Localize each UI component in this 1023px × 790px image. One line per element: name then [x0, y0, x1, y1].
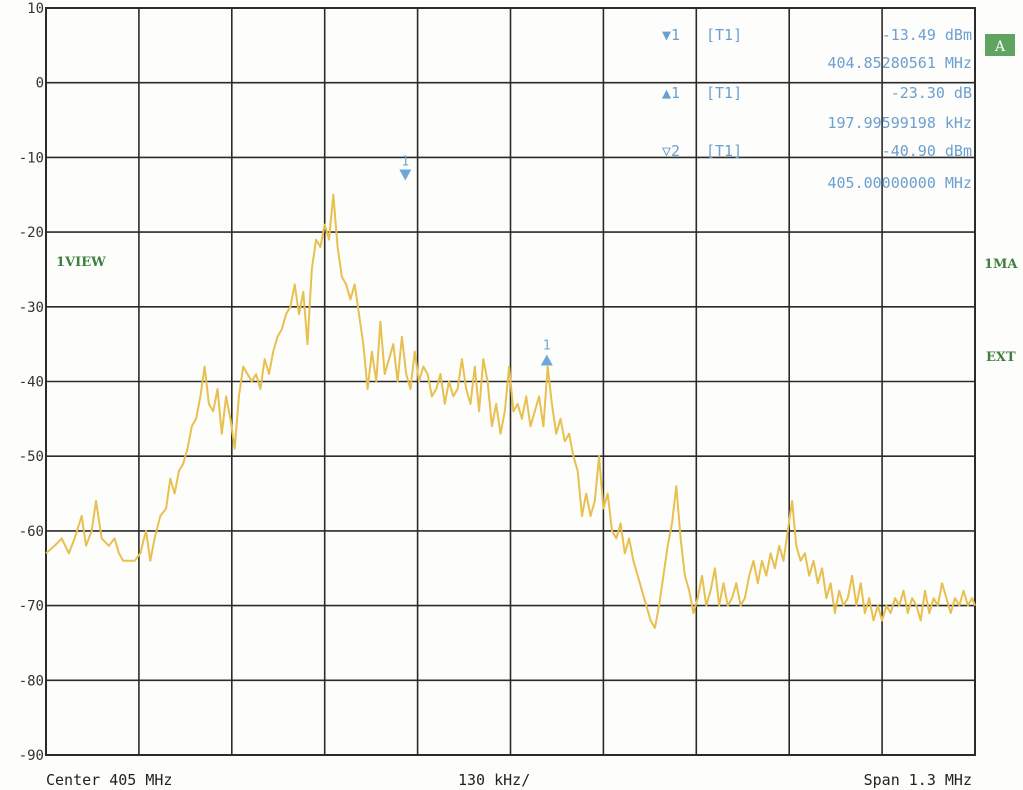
marker-table-ref-2: [T1] [706, 84, 742, 102]
y-tick-label: 0 [36, 76, 44, 92]
y-tick-label: -40 [19, 375, 44, 391]
footer-span: Span 1.3 MHz [864, 771, 972, 789]
marker-table-ref-3: [T1] [706, 142, 742, 160]
y-tick-labels: 10 0 -10 -20 -30 -40 -50 -60 -70 -80 -90 [19, 1, 44, 764]
marker-table-symbol-1: ▼1 [662, 26, 680, 44]
y-tick-label: -60 [19, 524, 44, 540]
marker-readout-table: ▼1 [T1] -13.49 dBm 404.85280561 MHz ▲1 [… [662, 26, 972, 192]
footer-center-frequency: Center 405 MHz [46, 771, 172, 789]
side-label-1ma: 1MA [984, 257, 1018, 272]
marker-1-triangle-down [399, 169, 412, 181]
y-tick-label: -10 [19, 150, 44, 166]
y-tick-label: -70 [19, 599, 44, 615]
marker-table-ref-1: [T1] [706, 26, 742, 44]
marker-table-level-3: -40.90 dBm [882, 142, 972, 160]
footer-division: 130 kHz/ [458, 771, 530, 789]
spectrum-trace [45, 193, 976, 629]
marker-label: 1 [543, 339, 551, 354]
plot-grid [45, 7, 976, 756]
marker-1-triangle-up [540, 354, 553, 366]
y-tick-label: 10 [27, 1, 44, 17]
side-label-1view: 1VIEW [56, 255, 106, 270]
y-tick-label: -30 [19, 300, 44, 316]
side-label-ext: EXT [986, 350, 1016, 365]
marker-label: 1 [401, 154, 409, 169]
y-tick-label: -90 [19, 748, 44, 764]
trace-a-badge: A [985, 34, 1015, 56]
marker-table-freq-3: 405.00000000 MHz [828, 174, 973, 192]
marker-table-level-2: -23.30 dB [891, 84, 972, 102]
y-tick-label: -80 [19, 673, 44, 689]
side-label-a: A [994, 39, 1006, 55]
marker-table-freq-2: 197.99599198 kHz [828, 114, 973, 132]
y-tick-label: -50 [19, 449, 44, 465]
y-tick-label: -20 [19, 225, 44, 241]
marker-table-symbol-2: ▲1 [662, 84, 680, 102]
plot-markers: 11 [399, 154, 553, 366]
marker-table-freq-1: 404.85280561 MHz [828, 54, 973, 72]
marker-table-level-1: -13.49 dBm [882, 26, 972, 44]
marker-table-symbol-3: ▽2 [662, 142, 680, 160]
trace-layer [45, 193, 976, 629]
